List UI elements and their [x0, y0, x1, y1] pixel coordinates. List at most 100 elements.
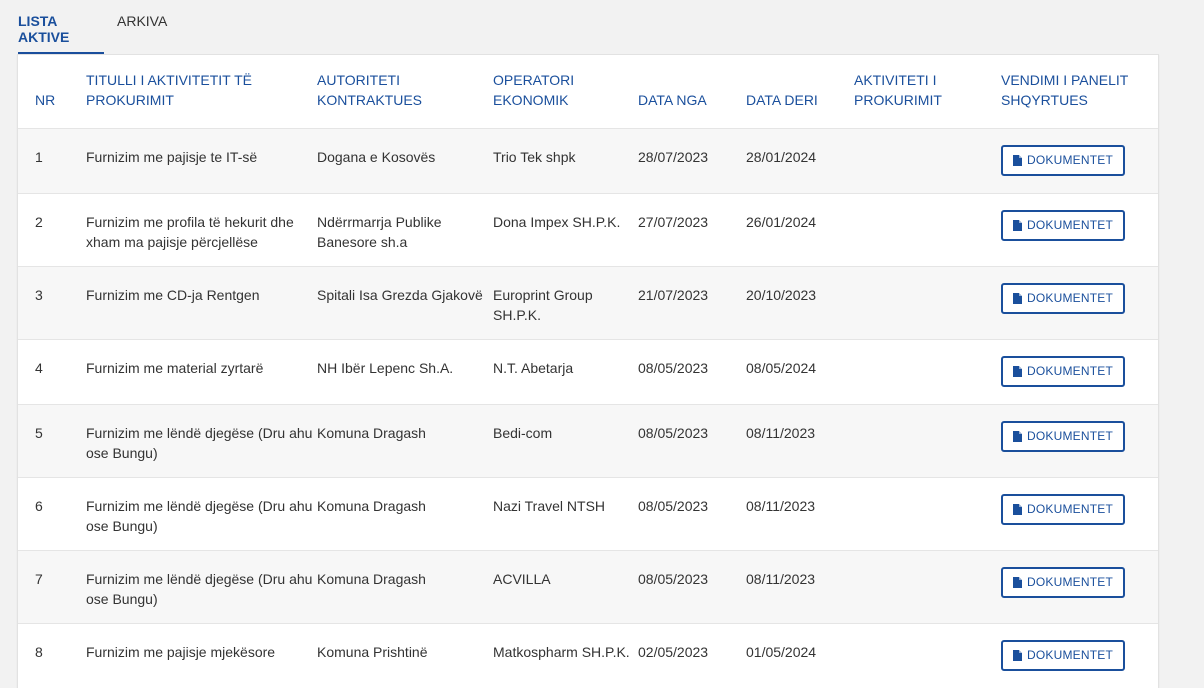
cell-operator: Dona Impex SH.P.K.: [493, 192, 638, 266]
cell-authority: Komuna Dragash: [317, 549, 493, 623]
cell-decision: DOKUMENTET: [1001, 338, 1158, 404]
dokumentet-button[interactable]: DOKUMENTET: [1001, 566, 1125, 598]
cell-date-to: 08/11/2023: [746, 403, 854, 477]
table-row: 3 Furnizim me CD-ja Rentgen Spitali Isa …: [18, 265, 1158, 339]
cell-date-from: 28/07/2023: [638, 127, 746, 193]
cell-date-to: 26/01/2024: [746, 192, 854, 266]
cell-date-from: 02/05/2023: [638, 622, 746, 688]
cell-date-to: 20/10/2023: [746, 265, 854, 339]
cell-activity: [854, 265, 1001, 339]
header-title: TITULLI I AKTIVITETIT TË PROKURIMIT: [86, 71, 252, 108]
dokumentet-label: DOKUMENTET: [1027, 502, 1113, 516]
procurement-table-card: NR TITULLI I AKTIVITETIT TË PROKURIMIT A…: [17, 54, 1159, 688]
cell-date-from: 08/05/2023: [638, 476, 746, 550]
dokumentet-button[interactable]: DOKUMENTET: [1001, 209, 1125, 241]
cell-date-to: 08/11/2023: [746, 549, 854, 623]
cell-activity: [854, 476, 1001, 550]
file-icon: [1013, 649, 1022, 661]
cell-title: Furnizim me lëndë djegëse (Dru ahu ose B…: [86, 403, 317, 477]
cell-date-to: 01/05/2024: [746, 622, 854, 688]
dokumentet-button[interactable]: DOKUMENTET: [1001, 355, 1125, 387]
dokumentet-label: DOKUMENTET: [1027, 218, 1113, 232]
header-activity: AKTIVITETI I PROKURIMIT: [854, 71, 942, 108]
cell-nr: 5: [18, 403, 86, 477]
cell-decision: DOKUMENTET: [1001, 127, 1158, 193]
cell-date-from: 08/05/2023: [638, 338, 746, 404]
dokumentet-button[interactable]: DOKUMENTET: [1001, 144, 1125, 176]
tab-bar: LISTA AKTIVE ARKIVA: [18, 0, 180, 54]
cell-authority: Komuna Prishtinë: [317, 622, 493, 688]
header-date-from: DATA NGA: [638, 91, 707, 108]
cell-nr: 8: [18, 622, 86, 688]
header-date-to: DATA DERI: [746, 91, 818, 108]
file-icon: [1013, 503, 1022, 515]
header-operator: OPERATORI EKONOMIK: [493, 71, 575, 108]
cell-date-to: 08/05/2024: [746, 338, 854, 404]
dokumentet-label: DOKUMENTET: [1027, 575, 1113, 589]
dokumentet-button[interactable]: DOKUMENTET: [1001, 282, 1125, 314]
cell-activity: [854, 192, 1001, 266]
cell-date-to: 08/11/2023: [746, 476, 854, 550]
table-row: 2 Furnizim me profila të hekurit dhe xha…: [18, 192, 1158, 266]
cell-activity: [854, 338, 1001, 404]
cell-date-from: 21/07/2023: [638, 265, 746, 339]
file-icon: [1013, 365, 1022, 377]
dokumentet-label: DOKUMENTET: [1027, 153, 1113, 167]
cell-decision: DOKUMENTET: [1001, 622, 1158, 688]
cell-date-to: 28/01/2024: [746, 127, 854, 193]
cell-operator: Trio Tek shpk: [493, 127, 638, 193]
file-icon: [1013, 154, 1022, 166]
table-row: 7 Furnizim me lëndë djegëse (Dru ahu ose…: [18, 549, 1158, 623]
header-authority: AUTORITETI KONTRAKTUES: [317, 71, 423, 108]
cell-title: Furnizim me material zyrtarë: [86, 338, 317, 404]
tab-arkiva[interactable]: ARKIVA: [117, 13, 168, 29]
cell-decision: DOKUMENTET: [1001, 265, 1158, 339]
dokumentet-button[interactable]: DOKUMENTET: [1001, 493, 1125, 525]
cell-decision: DOKUMENTET: [1001, 403, 1158, 477]
file-icon: [1013, 219, 1022, 231]
table-header-row: NR TITULLI I AKTIVITETIT TË PROKURIMIT A…: [18, 55, 1158, 128]
table-row: 5 Furnizim me lëndë djegëse (Dru ahu ose…: [18, 403, 1158, 477]
cell-nr: 1: [18, 127, 86, 193]
dokumentet-label: DOKUMENTET: [1027, 364, 1113, 378]
cell-authority: Dogana e Kosovës: [317, 127, 493, 193]
table-row: 8 Furnizim me pajisje mjekësore Komuna P…: [18, 622, 1158, 688]
file-icon: [1013, 292, 1022, 304]
cell-operator: ACVILLA: [493, 549, 638, 623]
cell-operator: N.T. Abetarja: [493, 338, 638, 404]
cell-authority: Komuna Dragash: [317, 476, 493, 550]
cell-title: Furnizim me pajisje te IT-së: [86, 127, 317, 193]
cell-authority: NH Ibër Lepenc Sh.A.: [317, 338, 493, 404]
dokumentet-button[interactable]: DOKUMENTET: [1001, 420, 1125, 452]
cell-operator: Matkospharm SH.P.K.: [493, 622, 638, 688]
cell-title: Furnizim me profila të hekurit dhe xham …: [86, 192, 317, 266]
cell-operator: Europrint Group SH.P.K.: [493, 265, 638, 339]
cell-nr: 2: [18, 192, 86, 266]
dokumentet-label: DOKUMENTET: [1027, 429, 1113, 443]
table-row: 6 Furnizim me lëndë djegëse (Dru ahu ose…: [18, 476, 1158, 550]
header-decision: VENDIMI I PANELIT SHQYRTUES: [1001, 71, 1129, 108]
dokumentet-label: DOKUMENTET: [1027, 648, 1113, 662]
cell-title: Furnizim me lëndë djegëse (Dru ahu ose B…: [86, 476, 317, 550]
cell-decision: DOKUMENTET: [1001, 549, 1158, 623]
table-row: 1 Furnizim me pajisje te IT-së Dogana e …: [18, 127, 1158, 193]
cell-authority: Spitali Isa Grezda Gjakovë: [317, 265, 493, 339]
file-icon: [1013, 576, 1022, 588]
cell-date-from: 08/05/2023: [638, 549, 746, 623]
cell-nr: 3: [18, 265, 86, 339]
cell-authority: Ndërrmarrja Publike Banesore sh.a: [317, 192, 493, 266]
cell-decision: DOKUMENTET: [1001, 192, 1158, 266]
cell-nr: 6: [18, 476, 86, 550]
cell-activity: [854, 622, 1001, 688]
cell-activity: [854, 403, 1001, 477]
cell-date-from: 08/05/2023: [638, 403, 746, 477]
dokumentet-button[interactable]: DOKUMENTET: [1001, 639, 1125, 671]
cell-title: Furnizim me lëndë djegëse (Dru ahu ose B…: [86, 549, 317, 623]
cell-nr: 4: [18, 338, 86, 404]
cell-nr: 7: [18, 549, 86, 623]
cell-activity: [854, 127, 1001, 193]
cell-date-from: 27/07/2023: [638, 192, 746, 266]
cell-title: Furnizim me CD-ja Rentgen: [86, 265, 317, 339]
cell-authority: Komuna Dragash: [317, 403, 493, 477]
tab-lista-aktive[interactable]: LISTA AKTIVE: [18, 0, 104, 54]
